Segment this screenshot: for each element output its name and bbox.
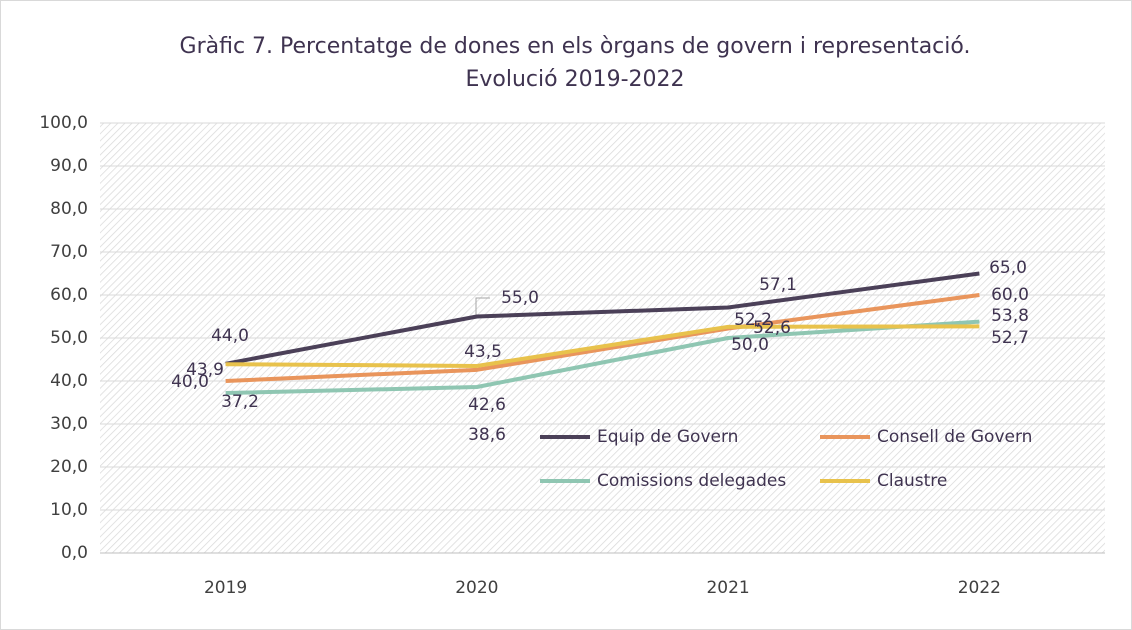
x-tick-label: 2019	[204, 578, 247, 598]
legend-label: Comissions delegades	[597, 471, 786, 491]
series-line	[225, 271, 980, 366]
data-label: 55,0	[501, 288, 539, 308]
series-line	[225, 324, 980, 368]
y-tick-label: 80,0	[50, 199, 88, 219]
chart-title: Evolució 2019-2022	[465, 67, 684, 92]
chart-title: Gràfic 7. Percentatge de dones en els òr…	[180, 34, 971, 59]
data-label: 40,0	[171, 372, 209, 392]
y-tick-label: 100,0	[39, 113, 88, 133]
legend-label: Consell de Govern	[877, 427, 1032, 447]
data-label: 52,2	[734, 310, 772, 330]
legend-label: Equip de Govern	[597, 427, 738, 447]
leader-line	[475, 297, 490, 315]
y-tick-label: 90,0	[50, 156, 88, 176]
data-label: 50,0	[731, 335, 769, 355]
y-tick-label: 20,0	[50, 457, 88, 477]
data-label: 53,8	[991, 306, 1029, 326]
data-label: 37,2	[221, 392, 259, 412]
x-tick-label: 2020	[455, 578, 498, 598]
data-label: 52,7	[991, 328, 1029, 348]
y-tick-label: 30,0	[50, 414, 88, 434]
data-label: 60,0	[991, 285, 1029, 305]
series-line	[225, 319, 980, 396]
data-label: 43,5	[464, 342, 502, 362]
x-tick-label: 2021	[706, 578, 749, 598]
series-line	[225, 293, 980, 383]
y-tick-label: 50,0	[50, 328, 88, 348]
data-label: 42,6	[468, 395, 506, 415]
y-tick-label: 10,0	[50, 500, 88, 520]
y-tick-label: 60,0	[50, 285, 88, 305]
data-label: 52,6	[753, 318, 791, 338]
y-tick-label: 40,0	[50, 371, 88, 391]
data-label: 65,0	[989, 258, 1027, 278]
legend-label: Claustre	[877, 471, 947, 491]
data-label: 43,9	[186, 360, 224, 380]
data-label: 57,1	[759, 275, 797, 295]
x-tick-label: 2022	[958, 578, 1001, 598]
y-tick-label: 70,0	[50, 242, 88, 262]
data-label: 44,0	[211, 326, 249, 346]
data-label: 38,6	[468, 425, 506, 445]
y-tick-label: 0,0	[61, 543, 88, 563]
